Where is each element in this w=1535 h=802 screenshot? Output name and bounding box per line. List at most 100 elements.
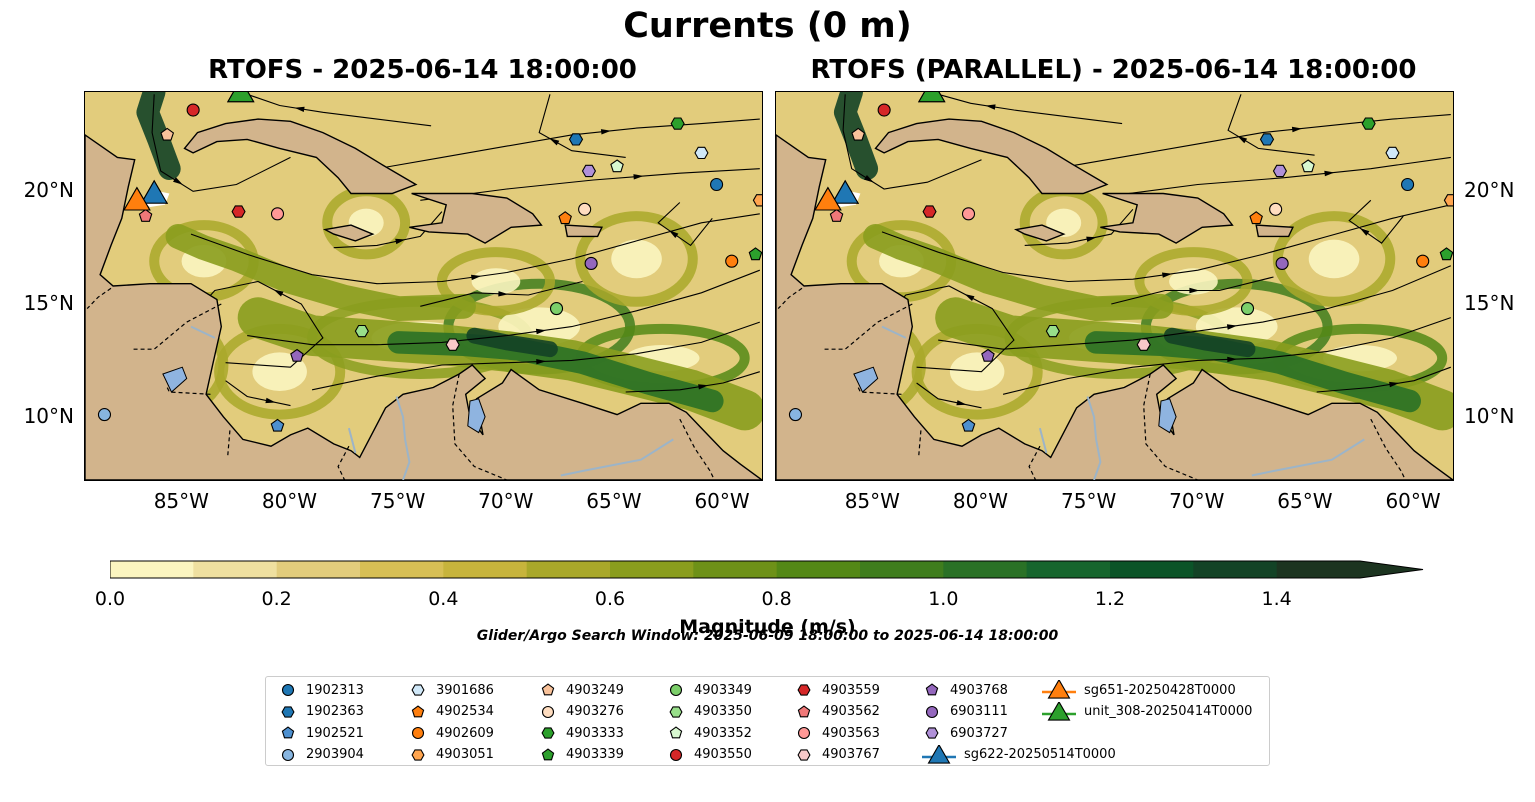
colorbar-bin-10 xyxy=(943,561,1028,578)
left-marker-4903559 xyxy=(231,205,246,218)
left-marker-4903333 xyxy=(670,117,685,130)
right-glider-unit_308-20250414T0000 xyxy=(917,92,946,103)
right-lon-tick-2: 75°W xyxy=(1061,489,1117,513)
right-streamline-15 xyxy=(916,382,982,409)
legend-item-4902534: 4902534 xyxy=(408,702,494,722)
right-streamline-arrow-1 xyxy=(1162,272,1173,278)
legend-symbol-sg622-20250514T0000 xyxy=(927,744,951,764)
legend-label-4903276: 4903276 xyxy=(566,704,624,719)
right-lon-tick-4: 65°W xyxy=(1277,489,1333,513)
right-marker-4903352 xyxy=(1301,159,1315,173)
right-lon-tick-1: 80°W xyxy=(952,489,1009,513)
left-lon-tick-5: 60°W xyxy=(694,489,750,513)
colorbar-outline xyxy=(109,560,1424,579)
right-eddy-7 xyxy=(1134,247,1253,316)
right-marker-4903333 xyxy=(1361,117,1376,130)
right-lon-tick-0: 85°W xyxy=(844,489,900,513)
colorbar-tick-0: 0.0 xyxy=(94,588,126,610)
legend-symbol-4903333 xyxy=(541,727,555,739)
legend-item-sg622-20250514T0000: sg622-20250514T0000 xyxy=(922,744,1116,765)
legend-symbol-6903727 xyxy=(925,727,939,739)
right-marker-4903559 xyxy=(922,205,937,218)
right-streamline-arrow-3 xyxy=(1227,356,1238,363)
legend-symbol-4903559 xyxy=(797,684,811,696)
right-marker-2903904 xyxy=(788,408,803,422)
legend-symbol-4903276 xyxy=(541,705,555,718)
left-streamline-arrow-5 xyxy=(600,129,612,135)
colorbar-canvas xyxy=(109,560,1424,579)
right-streamline-arrow-10 xyxy=(985,104,996,110)
left-marker-1902313 xyxy=(710,177,724,192)
left-marker-4903768 xyxy=(290,348,304,362)
legend-label-4903352: 4903352 xyxy=(694,725,752,741)
legend-item-sg651-20250428T0000: sg651-20250428T0000 xyxy=(1042,680,1236,700)
legend-symbol-4903562 xyxy=(797,704,811,717)
left-border-3 xyxy=(337,445,350,480)
legend-item-4902609: 4902609 xyxy=(408,723,494,743)
left-border-5 xyxy=(679,418,715,480)
right-land-main xyxy=(776,134,1453,480)
legend-label-1902521: 1902521 xyxy=(306,725,364,741)
colorbar-extend-arrow xyxy=(1360,561,1423,578)
legend-symbol-4903550 xyxy=(669,748,683,761)
right-streamline-7 xyxy=(872,285,1015,373)
left-marker-4903350 xyxy=(354,324,369,338)
legend-label-4902609: 4902609 xyxy=(436,725,494,741)
colorbar-bin-1 xyxy=(193,561,278,578)
legend-label-3901686: 3901686 xyxy=(436,682,494,698)
right-marker-4903550 xyxy=(877,103,891,117)
colorbar-bin-9 xyxy=(860,561,944,578)
left-streamline-arrow-13 xyxy=(668,230,679,238)
left-streamline-arrow-0 xyxy=(633,174,644,180)
left-land-pr xyxy=(564,224,603,238)
right-lat-tick-1: 15°N xyxy=(1464,291,1515,316)
left-river-0 xyxy=(395,396,411,480)
left-marker-4903349 xyxy=(549,302,564,316)
legend-item-4903768: 4903768 xyxy=(922,680,1008,700)
right-streamline-2 xyxy=(938,265,1452,350)
right-streamline-arrow-7 xyxy=(964,294,975,301)
right-eddy-core-7 xyxy=(1169,268,1218,295)
legend-label-unit_308-20250414T0000: unit_308-20250414T0000 xyxy=(1084,704,1253,719)
left-marker-2903904 xyxy=(97,408,112,422)
right-streamline-5 xyxy=(1067,114,1451,167)
left-streamline-arrow-15 xyxy=(265,397,276,404)
left-marker-3901686 xyxy=(694,146,709,160)
left-streamline-7 xyxy=(181,280,324,368)
right-streamline-arrow-4 xyxy=(1389,381,1400,388)
right-border-0 xyxy=(823,303,913,350)
legend-symbol-6903111 xyxy=(925,705,939,718)
left-glider-sg651-20250428T0000 xyxy=(123,186,151,211)
right-streamline-10 xyxy=(938,93,1123,125)
colorbar-bin-8 xyxy=(776,561,861,578)
left-lat-tick-1: 15°N xyxy=(23,291,74,316)
legend-label-4903249: 4903249 xyxy=(566,682,624,698)
legend-symbol-1902521 xyxy=(281,726,295,739)
right-marker-3901686 xyxy=(1385,146,1400,160)
right-streamline-0 xyxy=(1111,156,1451,197)
legend-item-1902313: 1902313 xyxy=(278,680,364,700)
right-border-6 xyxy=(777,287,803,310)
legend-label-4903562: 4903562 xyxy=(822,704,880,719)
legend-label-6903111: 6903111 xyxy=(950,704,1008,719)
right-streamline-arrow-13 xyxy=(1359,227,1370,236)
legend-symbol-4903339 xyxy=(541,747,555,760)
right-lat-tick-0: 20°N xyxy=(1464,178,1515,203)
right-panel-title: RTOFS (PARALLEL) - 2025-06-14 18:00:00 xyxy=(810,55,1417,85)
colorbar-tick-7: 1.4 xyxy=(1261,588,1292,610)
right-eddy-core-8 xyxy=(1308,239,1360,279)
right-land-cuba xyxy=(874,118,1109,195)
right-streamline-arrow-14 xyxy=(1189,287,1200,294)
legend-label-4903333: 4903333 xyxy=(566,725,624,741)
colorbar-bin-7 xyxy=(693,561,778,578)
left-river-3 xyxy=(347,427,357,454)
legend-symbol-4902609 xyxy=(411,726,425,740)
colorbar-bin-4 xyxy=(443,561,528,578)
legend-symbol-1902363 xyxy=(281,705,295,718)
legend-item-6903111: 6903111 xyxy=(922,702,1008,722)
legend-symbol-4903249 xyxy=(541,683,555,696)
left-lon-tick-1: 80°W xyxy=(261,489,318,513)
left-lon-tick-3: 70°W xyxy=(478,489,534,513)
left-marker-4902534 xyxy=(558,211,572,225)
right-marker-4903276 xyxy=(1269,202,1283,216)
